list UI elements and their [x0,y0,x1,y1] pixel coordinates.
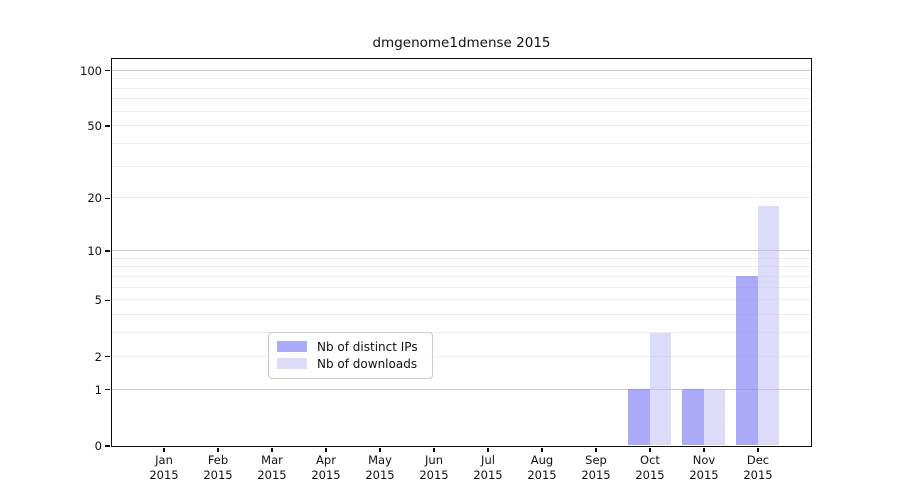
bar-nb-of-distinct-ips-dec [736,276,758,446]
gridline-minor-3 [111,332,811,334]
xtick-year: 2015 [743,468,773,482]
xtick-month: Sep [585,453,607,467]
gridline-minor-80 [111,87,811,89]
xtick-month: Feb [207,453,229,467]
ytick-mark-10 [105,250,110,252]
xtick-label-jun: Jun 2015 [407,453,461,483]
legend-swatch-downloads [277,358,307,369]
gridline-minor-2 [111,355,811,357]
xtick-year: 2015 [257,468,287,482]
gridline-minor-30 [111,165,811,167]
gridline-minor-9 [111,257,811,259]
ytick-mark-5 [105,299,110,301]
xtick-label-nov: Nov 2015 [677,453,731,483]
gridline-minor-6 [111,286,811,288]
xtick-label-apr: Apr 2015 [299,453,353,483]
xtick-mark-sep [595,447,597,452]
xtick-month: Oct [640,453,660,467]
legend-label-distinct-ips: Nb of distinct IPs [317,339,418,354]
xtick-year: 2015 [689,468,719,482]
gridline-minor-50 [111,125,811,127]
ytick-mark-1 [105,388,110,391]
xtick-year: 2015 [581,468,611,482]
gridline-minor-70 [111,98,811,100]
chart-title: dmgenome1dmense 2015 [372,35,551,51]
ytick-mark-100 [105,69,110,72]
ytick-label-100: 100 [80,63,102,78]
gridline-minor-4 [111,314,811,316]
xtick-year: 2015 [149,468,179,482]
xtick-mark-nov [703,447,705,452]
legend-swatch-distinct-ips [277,341,307,352]
xtick-label-sep: Sep 2015 [569,453,623,483]
legend-entry-downloads: Nb of downloads [277,355,423,372]
ytick-mark-2 [105,355,110,358]
ytick-label-1: 1 [94,382,102,397]
xtick-month: May [368,453,392,467]
ytick-mark-50 [105,125,110,127]
xtick-month: Jul [481,453,495,467]
xtick-mark-may [379,447,381,452]
xtick-mark-jan [163,447,165,452]
xtick-label-jul: Jul 2015 [461,453,515,483]
ytick-label-10: 10 [87,243,102,258]
xtick-month: Jun [425,453,443,467]
gridline-minor-7 [111,275,811,277]
ytick-label-0: 0 [94,439,102,453]
ytick-label-5: 5 [94,293,102,308]
xtick-mark-dec [757,447,759,452]
xtick-label-may: May 2015 [353,453,407,483]
ytick-mark-0 [105,445,110,447]
legend-entry-distinct-ips: Nb of distinct IPs [277,338,423,355]
gridline-minor-40 [111,142,811,144]
gridline-minor-90 [111,78,811,80]
ytick-label-20: 20 [87,191,102,206]
bar-nb-of-distinct-ips-nov [682,389,704,446]
legend: Nb of distinct IPs Nb of downloads [268,332,433,379]
xtick-mark-feb [217,447,219,452]
bar-nb-of-downloads-dec [757,205,779,446]
xtick-label-mar: Mar 2015 [245,453,299,483]
xtick-month: Aug [530,453,554,467]
xtick-year: 2015 [527,468,557,482]
plot-area [110,57,812,447]
xtick-month: Nov [692,453,716,467]
xtick-month: Dec [746,453,770,467]
ytick-label-50: 50 [87,119,102,134]
xtick-label-dec: Dec 2015 [731,453,785,483]
xtick-year: 2015 [635,468,665,482]
ytick-mark-20 [105,197,110,200]
gridline-minor-5 [111,299,811,301]
gridline-minor-60 [111,110,811,112]
xtick-year: 2015 [365,468,395,482]
bar-nb-of-downloads-nov [703,389,725,446]
xtick-label-aug: Aug 2015 [515,453,569,483]
xtick-mark-jun [433,447,435,452]
bar-nb-of-distinct-ips-oct [628,389,650,446]
xtick-year: 2015 [473,468,503,482]
xtick-label-oct: Oct 2015 [623,453,677,483]
gridline-minor-8 [111,266,811,268]
gridline-major-10 [111,249,811,251]
bar-nb-of-downloads-oct [649,332,671,446]
xtick-year: 2015 [203,468,233,482]
xtick-mark-mar [271,447,273,452]
xtick-mark-oct [649,447,651,452]
xtick-label-jan: Jan 2015 [137,453,191,483]
xtick-label-feb: Feb 2015 [191,453,245,483]
xtick-year: 2015 [419,468,449,482]
xtick-mark-jul [487,447,489,452]
xtick-mark-aug [541,447,543,452]
ytick-label-2: 2 [94,349,102,364]
xtick-year: 2015 [311,468,341,482]
xtick-month: Apr [316,453,336,467]
gridline-minor-20 [111,197,811,199]
xtick-mark-apr [325,447,327,452]
legend-label-downloads: Nb of downloads [317,356,418,371]
xtick-month: Mar [261,453,283,467]
gridline-major-100 [111,69,811,71]
xtick-month: Jan [155,453,173,467]
gridline-major-1 [111,388,811,390]
